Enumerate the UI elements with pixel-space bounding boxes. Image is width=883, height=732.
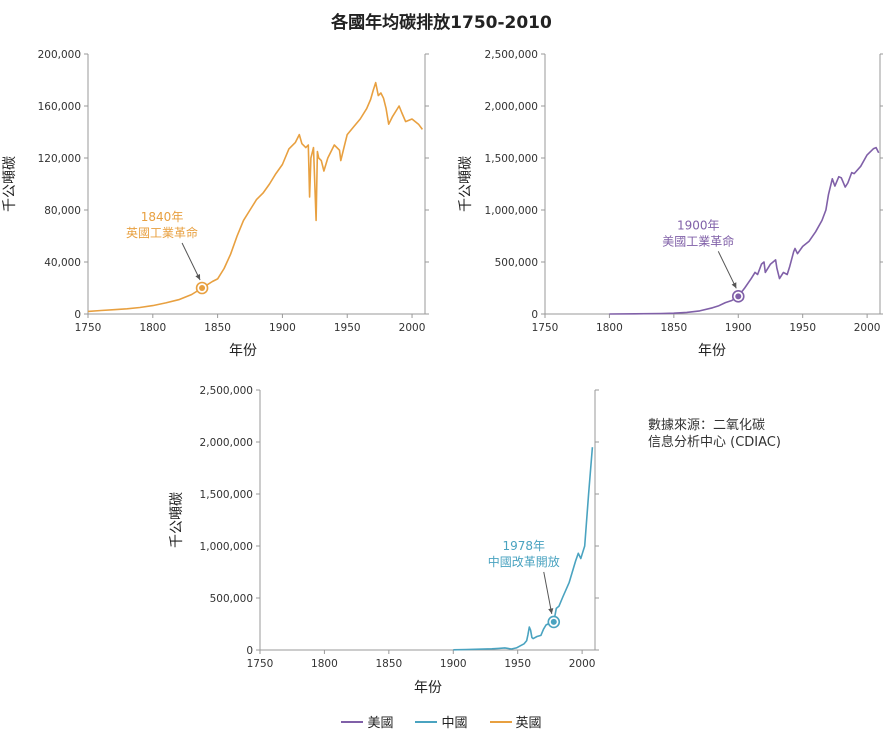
legend-item-uk: 英國 — [489, 712, 542, 731]
y-tick-label: 2,000,000 — [485, 101, 538, 113]
y-tick-label: 1,000,000 — [200, 541, 253, 553]
y-tick-label: 120,000 — [38, 153, 81, 165]
series-line-usa — [609, 146, 880, 315]
source-note: 數據來源：二氧化碳 信息分析中心 (CDIAC) — [648, 417, 781, 451]
x-tick-label: 1800 — [596, 322, 623, 334]
x-tick-label: 1800 — [311, 658, 338, 670]
chart-china-group: 0 500,000 1,000,000 1,500,000 2,000,000 2,500… — [169, 385, 599, 696]
x-tick-label: 1950 — [334, 322, 361, 334]
series-line-china — [453, 447, 594, 651]
y-tick-label: 2,000,000 — [200, 437, 253, 449]
x-axis-title: 年份 — [698, 343, 726, 359]
legend-swatch-usa — [341, 720, 364, 723]
source-note-line1: 數據來源：二氧化碳 — [648, 418, 766, 433]
annotation-arrowhead — [195, 274, 201, 280]
legend-label-china: 中國 — [441, 716, 468, 731]
y-tick-label: 80,000 — [44, 205, 81, 217]
legend-label-uk: 英國 — [515, 716, 542, 731]
annotation-text: 美國工業革命 — [662, 233, 734, 248]
annotation-text: 英國工業革命 — [126, 225, 198, 240]
legend: 美國 中國 英國 — [0, 712, 883, 731]
series-line-uk — [87, 81, 424, 313]
annotation-arrow — [543, 571, 553, 615]
annotation-year: 1978年 — [502, 539, 545, 553]
x-tick-label: 1800 — [139, 322, 166, 334]
annotation-year: 1840年 — [141, 210, 184, 224]
x-tick-label: 1950 — [789, 322, 816, 334]
legend-swatch-uk — [489, 720, 512, 723]
annotation-text: 中國改革開放 — [488, 554, 560, 569]
y-tick-label: 1,000,000 — [485, 205, 538, 217]
x-tick-label: 1850 — [660, 322, 687, 334]
page-title: 各國年均碳排放1750-2010 — [331, 13, 552, 33]
y-tick-label: 200,000 — [38, 49, 81, 61]
y-tick-label: 40,000 — [44, 257, 81, 269]
annotation-year: 1900年 — [677, 218, 720, 232]
y-tick-label: 1,500,000 — [200, 489, 253, 501]
legend-label-usa: 美國 — [367, 716, 394, 731]
x-tick-label: 1900 — [725, 322, 752, 334]
annotation-arrowhead — [548, 608, 554, 614]
annotation-arrow — [181, 242, 201, 281]
annotation-marker-dot — [199, 285, 206, 291]
x-tick-label: 1750 — [532, 322, 559, 334]
y-tick-label: 0 — [246, 645, 253, 657]
x-tick-label: 1900 — [269, 322, 296, 334]
legend-item-usa: 美國 — [341, 712, 393, 731]
x-tick-label: 2000 — [569, 658, 596, 670]
y-tick-label: 500,000 — [210, 593, 253, 605]
annotation-arrowhead — [731, 282, 737, 289]
chart-usa-group: 0 500,000 1,000,000 1,500,000 2,000,000 2,500… — [458, 49, 883, 359]
source-note-line2: 信息分析中心 (CDIAC) — [648, 435, 781, 450]
annotation-marker-dot — [550, 618, 557, 625]
annotation-marker-dot — [735, 293, 742, 300]
x-tick-label: 2000 — [854, 322, 881, 334]
legend-swatch-china — [415, 720, 438, 723]
y-tick-label: 2,500,000 — [200, 385, 253, 397]
y-tick-label: 500,000 — [495, 257, 538, 269]
x-axis-title: 年份 — [414, 680, 442, 696]
y-tick-label: 1,500,000 — [485, 153, 538, 165]
x-tick-label: 1750 — [247, 658, 274, 670]
y-axis-title: 千公噸碳 — [169, 492, 185, 548]
y-tick-label: 160,000 — [38, 101, 81, 113]
y-axis-title: 千公噸碳 — [2, 156, 18, 212]
x-tick-label: 1900 — [440, 658, 467, 670]
y-tick-label: 0 — [74, 309, 81, 321]
x-tick-label: 2000 — [399, 322, 426, 334]
chart-uk-group: 0 40,000 80,000 120,000 160,000 200,000 1750 18… — [2, 49, 429, 359]
y-tick-label: 0 — [531, 309, 538, 321]
annotation-arrow — [717, 251, 737, 289]
y-tick-label: 2,500,000 — [485, 49, 538, 61]
x-tick-label: 1850 — [204, 322, 231, 334]
legend-item-china: 中國 — [415, 712, 468, 731]
x-tick-label: 1950 — [504, 658, 531, 670]
x-tick-label: 1750 — [75, 322, 102, 334]
y-axis-title: 千公噸碳 — [458, 156, 474, 212]
x-axis-title: 年份 — [229, 343, 257, 359]
x-tick-label: 1850 — [375, 658, 402, 670]
